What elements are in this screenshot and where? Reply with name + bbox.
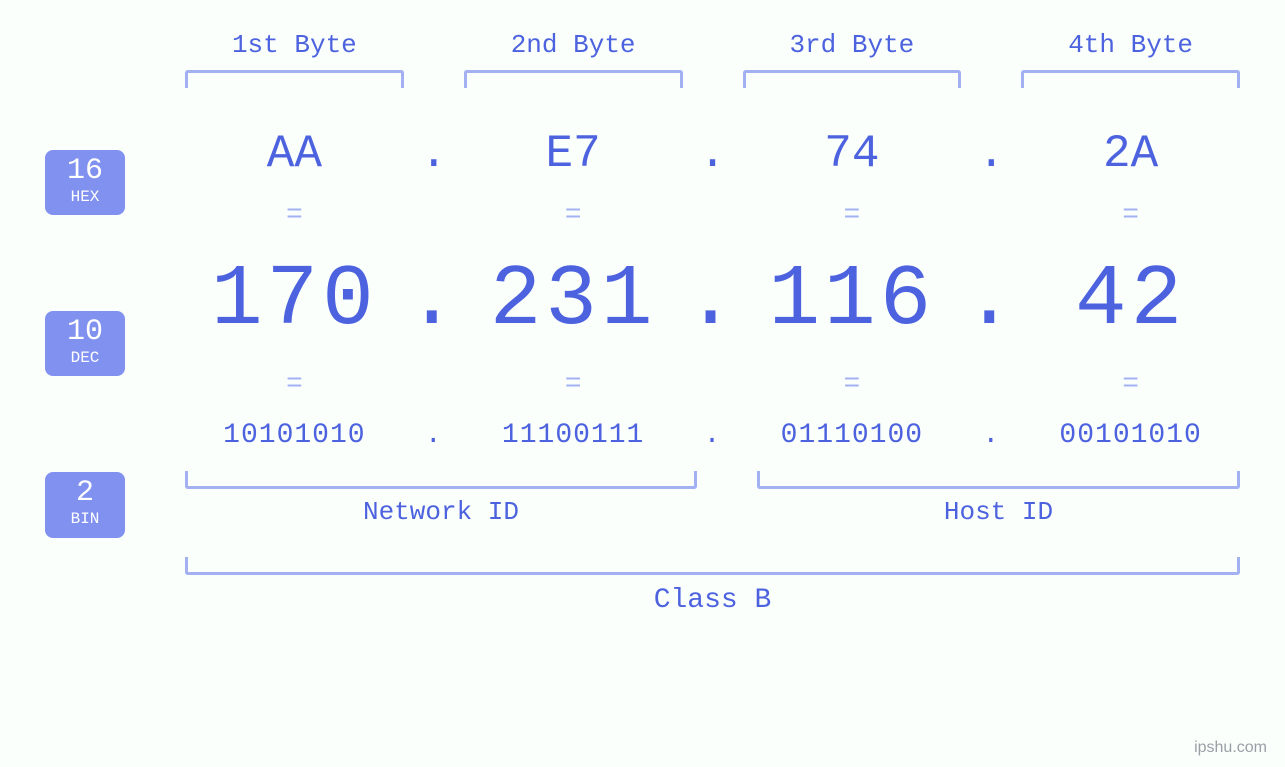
bracket-top-icon — [1021, 70, 1240, 88]
badge-bin-lbl: BIN — [55, 510, 115, 529]
class-label: Class B — [185, 585, 1240, 616]
dot-sep: . — [683, 420, 743, 451]
dot-sep: . — [961, 128, 1021, 180]
hex-byte-3: 74 — [743, 128, 962, 180]
hex-byte-4: 2A — [1021, 128, 1240, 180]
byte-header-2-label: 2nd Byte — [464, 30, 683, 60]
byte-headers: 1st Byte 2nd Byte 3rd Byte 4th Byte — [185, 30, 1240, 88]
equal-icon: = — [464, 369, 683, 400]
bracket-bottom-icon — [185, 471, 697, 489]
network-id-label: Network ID — [185, 497, 697, 527]
badge-dec-lbl: DEC — [55, 349, 115, 368]
badge-bin: 2 BIN — [45, 472, 125, 537]
base-badges: 16 HEX 10 DEC 2 BIN — [45, 150, 135, 538]
badge-bin-num: 2 — [55, 478, 115, 508]
host-id-label: Host ID — [757, 497, 1240, 527]
id-brackets: Network ID Host ID — [185, 471, 1240, 527]
badge-hex-num: 16 — [55, 156, 115, 186]
bracket-top-icon — [185, 70, 404, 88]
dec-byte-3: 116 — [743, 251, 962, 349]
bracket-top-icon — [464, 70, 683, 88]
equal-icon: = — [1021, 200, 1240, 231]
bin-byte-3: 01110100 — [743, 420, 962, 451]
hex-row: AA . E7 . 74 . 2A — [185, 128, 1240, 180]
badge-dec: 10 DEC — [45, 311, 125, 376]
dot-sep: . — [961, 420, 1021, 451]
equal-icon: = — [464, 200, 683, 231]
equal-icon: = — [185, 369, 404, 400]
dot-sep: . — [404, 128, 464, 180]
main-grid: 1st Byte 2nd Byte 3rd Byte 4th Byte AA .… — [185, 30, 1240, 616]
bin-byte-2: 11100111 — [464, 420, 683, 451]
byte-header-3-label: 3rd Byte — [743, 30, 962, 60]
bracket-bottom-icon — [757, 471, 1240, 489]
byte-header-4: 4th Byte — [1021, 30, 1240, 88]
badge-dec-num: 10 — [55, 317, 115, 347]
dot-sep: . — [404, 420, 464, 451]
bracket-bottom-icon — [185, 557, 1240, 575]
dec-byte-1: 170 — [185, 251, 404, 349]
dot-sep: . — [404, 251, 464, 349]
dec-row: 170 . 231 . 116 . 42 — [185, 251, 1240, 349]
byte-header-4-label: 4th Byte — [1021, 30, 1240, 60]
hex-byte-1: AA — [185, 128, 404, 180]
bin-row: 10101010 . 11100111 . 01110100 . 0010101… — [185, 420, 1240, 451]
dec-byte-2: 231 — [464, 251, 683, 349]
bin-byte-1: 10101010 — [185, 420, 404, 451]
watermark: ipshu.com — [1194, 739, 1267, 757]
bin-byte-4: 00101010 — [1021, 420, 1240, 451]
badge-hex-lbl: HEX — [55, 188, 115, 207]
dot-sep: . — [961, 251, 1021, 349]
bracket-top-icon — [743, 70, 962, 88]
badge-hex: 16 HEX — [45, 150, 125, 215]
dot-sep: . — [683, 251, 743, 349]
equal-icon: = — [1021, 369, 1240, 400]
class-bracket: Class B — [185, 557, 1240, 616]
dec-byte-4: 42 — [1021, 251, 1240, 349]
network-id-bracket: Network ID — [185, 471, 697, 527]
byte-header-1-label: 1st Byte — [185, 30, 404, 60]
hex-byte-2: E7 — [464, 128, 683, 180]
equal-icon: = — [743, 369, 962, 400]
byte-header-2: 2nd Byte — [464, 30, 683, 88]
byte-header-1: 1st Byte — [185, 30, 404, 88]
equal-icon: = — [743, 200, 962, 231]
eq-row-2: = . = . = . = — [185, 369, 1240, 400]
eq-row-1: = . = . = . = — [185, 200, 1240, 231]
dot-sep: . — [683, 128, 743, 180]
byte-header-3: 3rd Byte — [743, 30, 962, 88]
host-id-bracket: Host ID — [757, 471, 1240, 527]
equal-icon: = — [185, 200, 404, 231]
